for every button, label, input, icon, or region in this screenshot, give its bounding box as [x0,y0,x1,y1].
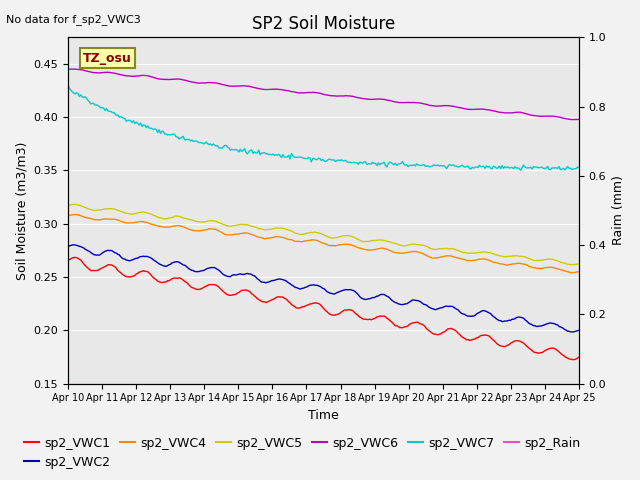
sp2_VWC5 [64,203,72,208]
sp2_VWC2 [70,242,77,248]
Text: No data for f_sp2_VWC3: No data for f_sp2_VWC3 [6,14,141,25]
sp2_VWC7 [127,118,134,124]
sp2_VWC4 [64,213,72,218]
sp2_VWC4 [243,230,251,236]
sp2_Rain [547,381,554,386]
sp2_VWC1 [570,357,577,362]
Line: sp2_VWC1: sp2_VWC1 [68,257,579,360]
Text: TZ_osu: TZ_osu [83,51,132,65]
sp2_VWC1 [64,258,72,264]
Line: sp2_VWC2: sp2_VWC2 [68,245,579,332]
sp2_VWC5 [566,262,574,267]
sp2_Rain [287,381,295,386]
sp2_VWC4 [235,231,243,237]
sp2_VWC5 [243,222,251,228]
sp2_VWC2 [128,257,136,263]
sp2_VWC5 [235,222,243,228]
sp2_VWC7 [548,165,556,171]
sp2_VWC7 [64,83,72,88]
sp2_VWC7 [234,147,241,153]
sp2_VWC7 [242,149,250,155]
sp2_VWC7 [575,165,583,170]
sp2_VWC5 [548,256,556,262]
sp2_VWC1 [235,289,243,295]
Title: SP2 Soil Moisture: SP2 Soil Moisture [252,15,395,33]
sp2_VWC6 [128,73,136,79]
sp2_VWC1 [289,303,297,309]
sp2_VWC4 [575,269,583,275]
sp2_VWC2 [243,271,251,276]
sp2_VWC4 [218,229,225,235]
sp2_VWC2 [575,327,583,333]
Line: sp2_VWC4: sp2_VWC4 [68,215,579,273]
sp2_VWC6 [218,82,225,87]
sp2_VWC2 [235,271,243,277]
sp2_Rain [234,381,241,386]
sp2_VWC1 [575,354,583,360]
sp2_VWC4 [548,264,556,270]
sp2_VWC7 [287,151,295,156]
sp2_Rain [127,381,134,386]
sp2_Rain [216,381,224,386]
sp2_VWC1 [243,288,251,293]
sp2_VWC5 [289,229,297,235]
sp2_Rain [575,381,583,386]
sp2_VWC5 [71,202,79,207]
Line: sp2_VWC6: sp2_VWC6 [68,69,579,120]
X-axis label: Time: Time [308,409,339,422]
sp2_VWC5 [218,221,225,227]
Line: sp2_VWC7: sp2_VWC7 [68,85,579,170]
sp2_VWC2 [289,283,297,288]
Line: sp2_VWC5: sp2_VWC5 [68,204,579,264]
sp2_VWC1 [71,254,79,260]
sp2_VWC6 [568,117,576,122]
sp2_VWC7 [216,145,224,151]
Y-axis label: Soil Moisture (m3/m3): Soil Moisture (m3/m3) [15,141,28,280]
sp2_VWC7 [516,168,524,173]
sp2_VWC6 [68,66,76,72]
sp2_VWC6 [548,113,556,119]
Y-axis label: Raim (mm): Raim (mm) [612,176,625,245]
sp2_Rain [64,381,72,386]
sp2_VWC6 [64,66,72,72]
sp2_Rain [242,381,250,386]
sp2_VWC2 [218,270,225,276]
sp2_VWC5 [575,261,583,267]
sp2_VWC2 [548,320,556,326]
sp2_VWC1 [218,287,225,293]
sp2_VWC1 [128,274,136,279]
sp2_VWC4 [128,220,136,226]
sp2_VWC1 [548,345,556,351]
sp2_VWC5 [128,211,136,217]
sp2_VWC6 [235,83,243,89]
sp2_VWC4 [71,212,79,217]
sp2_VWC6 [243,83,251,89]
sp2_VWC4 [568,270,576,276]
sp2_VWC2 [64,244,72,250]
Legend: sp2_VWC1, sp2_VWC2, sp2_VWC4, sp2_VWC5, sp2_VWC6, sp2_VWC7, sp2_Rain: sp2_VWC1, sp2_VWC2, sp2_VWC4, sp2_VWC5, … [19,432,586,474]
sp2_VWC6 [575,117,583,122]
sp2_VWC2 [568,329,576,335]
sp2_VWC4 [289,238,297,243]
sp2_VWC6 [289,89,297,95]
